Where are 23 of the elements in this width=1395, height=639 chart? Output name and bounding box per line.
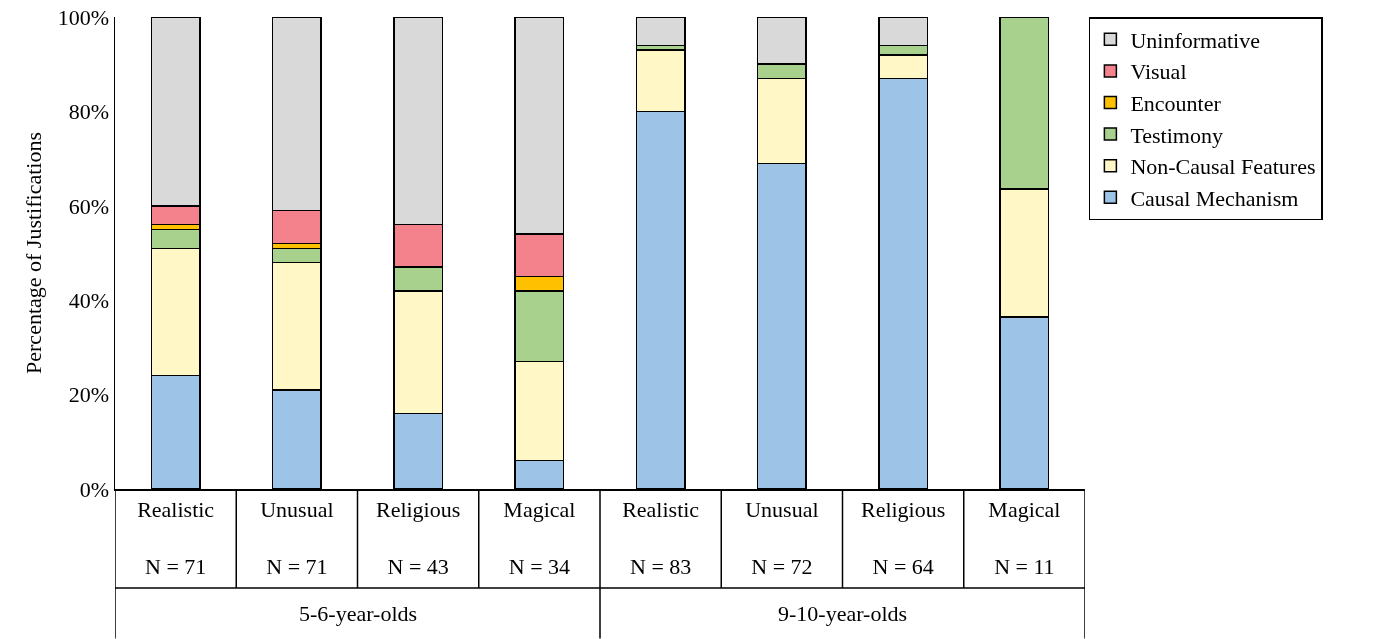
legend-label: Visual xyxy=(1130,59,1187,85)
y-tick-label: 80% xyxy=(68,99,110,125)
y-tick-label: 100% xyxy=(57,4,110,30)
category-label: Magical N = 34 xyxy=(503,496,576,580)
legend-label: Encounter xyxy=(1130,91,1222,117)
legend-label: Testimony xyxy=(1130,122,1223,148)
y-tick-label: 0% xyxy=(79,476,110,502)
legend-label: Non-Causal Features xyxy=(1130,154,1316,180)
category-label: Unusual N = 71 xyxy=(260,496,334,580)
legend-label: Uninformative xyxy=(1130,27,1260,53)
legend-label: Causal Mechanism xyxy=(1130,185,1299,211)
y-tick-label: 60% xyxy=(68,193,110,219)
category-label: Unusual N = 72 xyxy=(745,496,819,580)
y-tick-label: 20% xyxy=(68,382,110,408)
category-label: Religious N = 64 xyxy=(860,496,946,580)
y-axis-title: Percentage of Justifications xyxy=(20,132,46,374)
text: 9-10-year-olds xyxy=(778,601,908,626)
text: 5-6-year-olds xyxy=(299,601,418,626)
category-label: Realistic N = 83 xyxy=(622,496,700,580)
y-tick-label: 40% xyxy=(68,287,110,313)
category-label: Realistic N = 71 xyxy=(137,496,215,580)
category-label: Religious N = 43 xyxy=(375,496,461,580)
category-label: Magical N = 11 xyxy=(988,496,1061,580)
